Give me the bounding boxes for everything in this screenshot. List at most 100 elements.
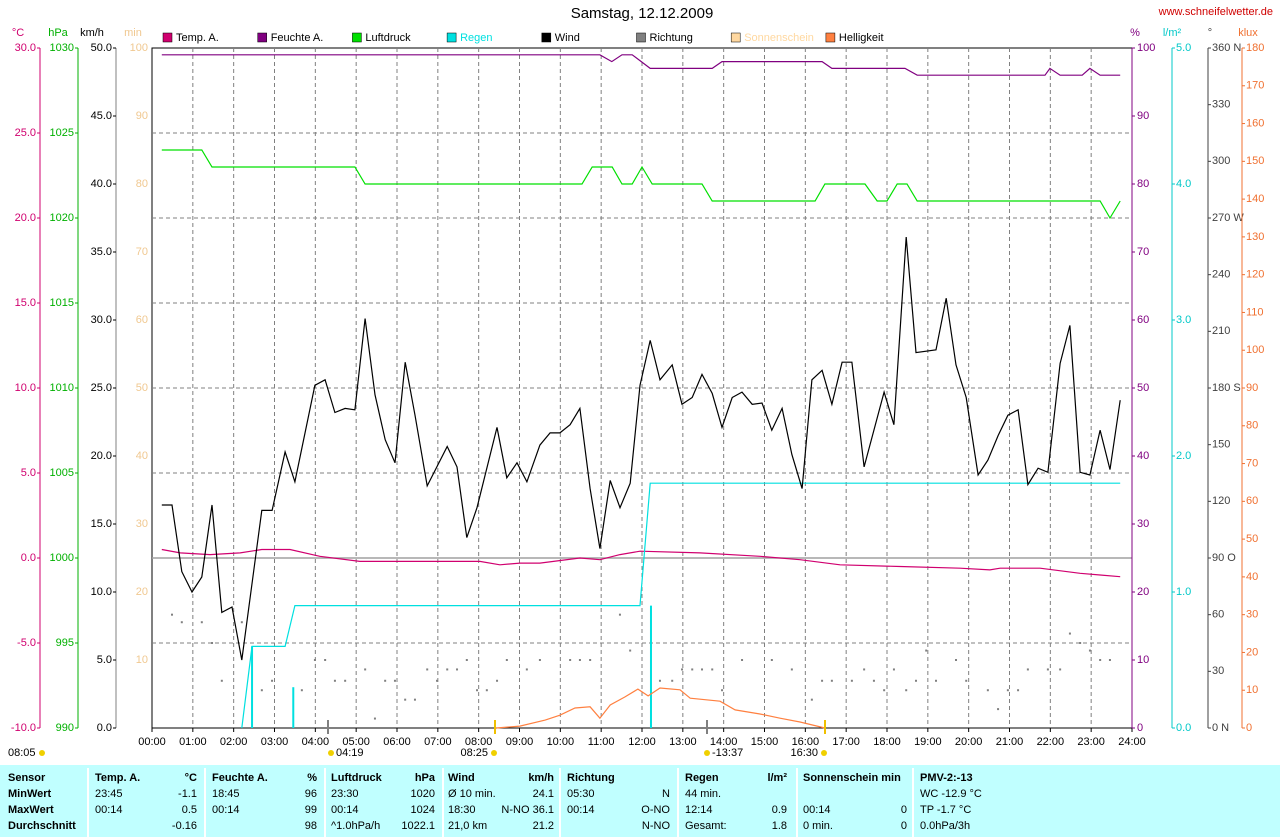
y-tick-label: 990 — [56, 722, 74, 734]
direction-dot — [426, 668, 429, 671]
y-tick-label: 995 — [56, 637, 74, 649]
direction-dot — [905, 689, 908, 692]
sun-icon — [328, 750, 334, 756]
direction-dot — [711, 668, 714, 671]
y-tick-label: 170 — [1246, 80, 1264, 92]
y-tick-label: 25.0 — [91, 382, 112, 394]
y-tick-label: 360 N — [1212, 42, 1241, 54]
y-tick-label: 240 — [1212, 269, 1230, 281]
y-tick-label: 50 — [1246, 533, 1258, 545]
sun-time: -13:37 — [712, 747, 743, 759]
direction-dot — [384, 679, 387, 682]
table-cell: Gesamt: — [685, 820, 727, 832]
y-tick-label: 130 — [1246, 231, 1264, 243]
legend-label: Feuchte A. — [271, 32, 324, 44]
x-tick-label: 08:00 — [465, 736, 493, 748]
y-tick-label: 150 — [1246, 155, 1264, 167]
table-unit: l/m² — [767, 772, 787, 784]
x-tick-label: 20:00 — [955, 736, 983, 748]
direction-dot — [925, 649, 928, 652]
table-cell: 00:14 — [95, 804, 123, 816]
y-tick-label: 20 — [136, 586, 148, 598]
direction-dot — [333, 679, 336, 682]
table-cell: 18:45 — [212, 788, 240, 800]
table-cell: 24.1 — [533, 788, 554, 800]
direction-dot — [1059, 668, 1062, 671]
table-cell: 0 min. — [803, 820, 833, 832]
x-tick-label: 17:00 — [832, 736, 860, 748]
legend-swatch — [162, 32, 173, 43]
direction-dot — [171, 613, 174, 616]
direction-dot — [883, 689, 886, 692]
y-tick-label: 10.0 — [15, 382, 36, 394]
table-cell: N-NO — [642, 820, 671, 832]
direction-dot — [300, 689, 303, 692]
y-tick-label: 210 — [1212, 325, 1230, 337]
direction-dot — [935, 679, 937, 682]
table-cell: 1024 — [411, 804, 435, 816]
sun-time: 08:05 — [8, 747, 36, 759]
direction-dot — [1068, 632, 1071, 635]
table-cell: 0.5 — [182, 804, 197, 816]
y-tick-label: -5.0 — [17, 637, 36, 649]
row-label: Durchschnitt — [8, 820, 76, 832]
direction-dot — [1099, 659, 1102, 661]
direction-dot — [741, 659, 744, 661]
x-tick-label: 19:00 — [914, 736, 942, 748]
table-cell: 18:30 — [448, 804, 476, 816]
y-tick-label: 0.0 — [21, 552, 36, 564]
table-cell: 23:45 — [95, 788, 123, 800]
axis-unit: ° — [1208, 27, 1212, 39]
table-cell: 1022.1 — [401, 820, 435, 832]
y-tick-label: 45.0 — [91, 110, 112, 122]
y-tick-label: 90 — [1137, 110, 1149, 122]
y-tick-label: 140 — [1246, 193, 1264, 205]
y-tick-label: 300 — [1212, 155, 1230, 167]
chart-title: Samstag, 12.12.2009 — [571, 5, 714, 22]
y-tick-label: 5.0 — [97, 654, 112, 666]
y-tick-label: 1000 — [50, 552, 74, 564]
sun-time: 04:19 — [336, 747, 364, 759]
x-tick-label: 24:00 — [1118, 736, 1146, 748]
x-tick-label: 13:00 — [669, 736, 697, 748]
axis-unit: min — [124, 27, 142, 39]
y-tick-label: 90 O — [1212, 552, 1236, 564]
sun-time: 16:30 — [790, 747, 818, 759]
y-tick-label: 25.0 — [15, 127, 36, 139]
direction-dot — [271, 679, 274, 682]
x-tick-label: 00:00 — [138, 736, 166, 748]
y-tick-label: 70 — [136, 246, 148, 258]
x-tick-label: 07:00 — [424, 736, 452, 748]
table-unit: hPa — [415, 772, 436, 784]
y-tick-label: 120 — [1212, 495, 1230, 507]
direction-dot — [465, 659, 468, 661]
direction-dot — [260, 689, 263, 692]
y-tick-label: 5.0 — [21, 467, 36, 479]
table-header: Regen — [685, 772, 719, 784]
table-cell: 00:14 — [212, 804, 240, 816]
y-tick-label: 160 — [1246, 117, 1264, 129]
y-tick-label: 20 — [1137, 586, 1149, 598]
legend-swatch — [730, 32, 741, 43]
table-header: PMV-2:-13 — [920, 772, 973, 784]
y-tick-label: 80 — [1246, 420, 1258, 432]
row-label: MinWert — [8, 788, 52, 800]
table-unit: km/h — [528, 772, 554, 784]
y-tick-label: 270 W — [1212, 212, 1244, 224]
series-line — [161, 548, 1121, 578]
direction-dot — [1026, 668, 1029, 671]
x-tick-label: 05:00 — [342, 736, 370, 748]
legend-swatch — [541, 32, 552, 43]
y-tick-label: 15.0 — [91, 518, 112, 530]
y-tick-label: 2.0 — [1176, 450, 1191, 462]
legend-label: Wind — [555, 32, 580, 44]
direction-dot — [1017, 689, 1020, 692]
y-tick-label: 30 — [1246, 609, 1258, 621]
table-cell: 96 — [305, 788, 317, 800]
table-cell: Ø 10 min. — [448, 788, 496, 800]
table-cell: 00:14 — [567, 804, 595, 816]
x-tick-label: 15:00 — [751, 736, 779, 748]
direction-dot — [589, 659, 592, 661]
y-tick-label: 10 — [1137, 654, 1149, 666]
